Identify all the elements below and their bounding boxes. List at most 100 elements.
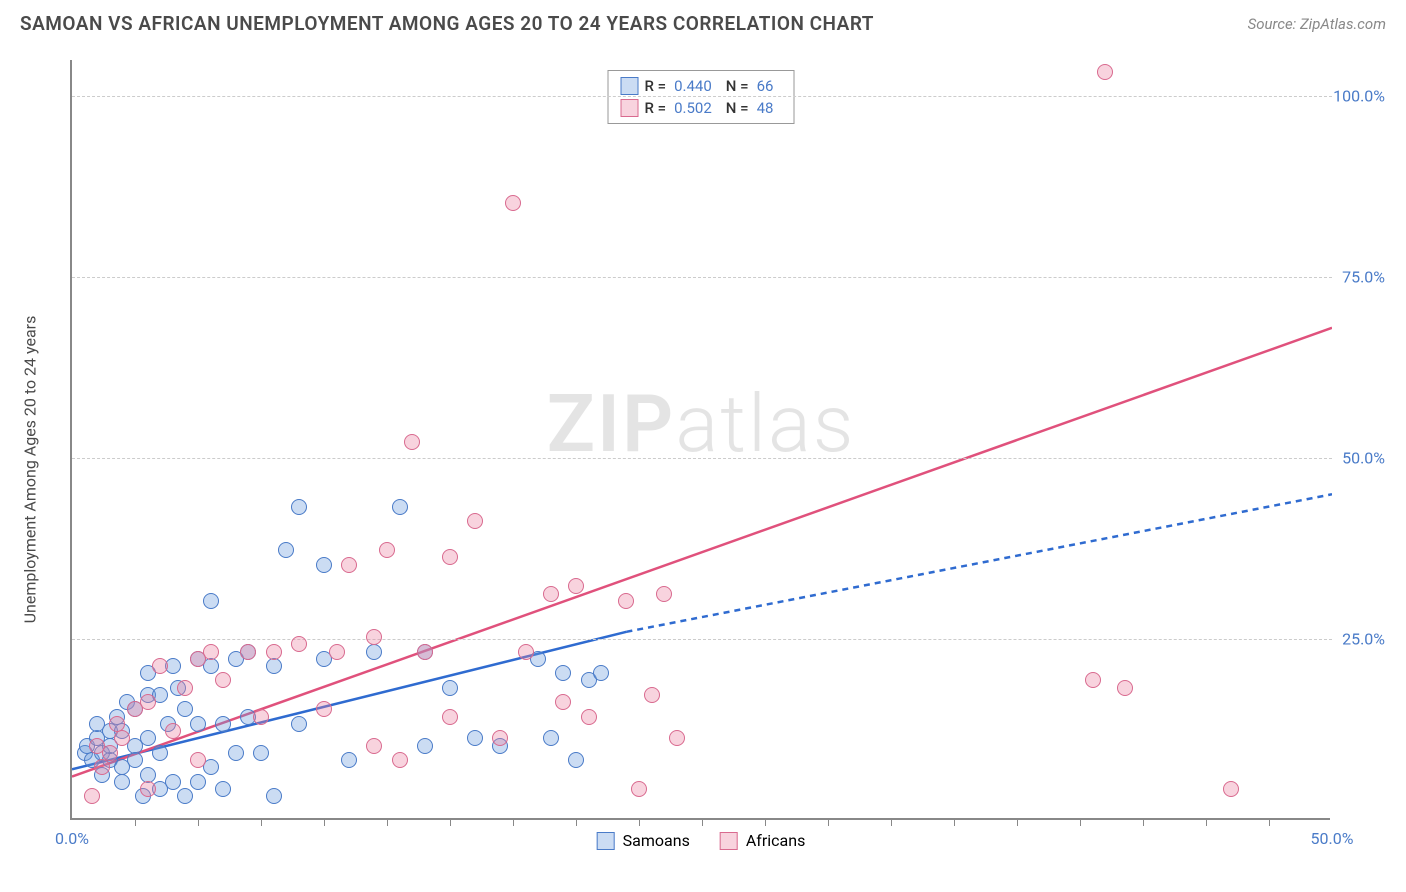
gridline-h (72, 277, 1332, 278)
scatter-point (177, 788, 193, 804)
scatter-point (203, 644, 219, 660)
gridline-h (72, 639, 1332, 640)
scatter-point (467, 513, 483, 529)
stat-r-label: R = (645, 99, 667, 117)
scatter-point (631, 781, 647, 797)
scatter-point (266, 644, 282, 660)
scatter-point (165, 723, 181, 739)
stat-n-label: N = (726, 77, 749, 95)
legend-series-item: Africans (720, 831, 805, 850)
watermark-light: atlas (675, 377, 855, 471)
xtick-mark (513, 818, 514, 826)
scatter-point (669, 730, 685, 746)
scatter-point (140, 781, 156, 797)
scatter-point (316, 701, 332, 717)
scatter-point (392, 499, 408, 515)
scatter-point (1223, 781, 1239, 797)
scatter-point (555, 694, 571, 710)
scatter-point (404, 434, 420, 450)
scatter-point (417, 738, 433, 754)
legend-series-label: Samoans (623, 831, 690, 850)
xtick-mark (198, 818, 199, 826)
legend-series: Samoans Africans (597, 831, 806, 850)
ytick-label: 25.0% (1342, 630, 1385, 649)
stat-r-label: R = (645, 77, 667, 95)
xtick-mark (639, 818, 640, 826)
scatter-point (505, 195, 521, 211)
scatter-point (442, 680, 458, 696)
scatter-point (329, 644, 345, 660)
scatter-point (291, 499, 307, 515)
scatter-point (215, 781, 231, 797)
scatter-point (203, 593, 219, 609)
legend-swatch (621, 77, 639, 95)
scatter-point (177, 680, 193, 696)
legend-stats-row: R =0.440N =66 (621, 75, 782, 97)
stat-n-value: 66 (757, 77, 774, 95)
scatter-point (644, 687, 660, 703)
plot-area: ZIPatlas R =0.440N =66R =0.502N =48 Samo… (70, 60, 1330, 820)
stat-n-label: N = (726, 99, 749, 117)
xtick-mark (1143, 818, 1144, 826)
xtick-label: 50.0% (1311, 829, 1354, 848)
scatter-point (442, 549, 458, 565)
chart-title: SAMOAN VS AFRICAN UNEMPLOYMENT AMONG AGE… (20, 12, 874, 35)
scatter-point (568, 752, 584, 768)
scatter-point (152, 658, 168, 674)
legend-series-item: Samoans (597, 831, 690, 850)
trend-lines-svg (72, 60, 1332, 820)
watermark-bold: ZIP (547, 377, 676, 471)
xtick-mark (891, 818, 892, 826)
scatter-point (140, 694, 156, 710)
gridline-h (72, 96, 1332, 97)
scatter-point (341, 752, 357, 768)
ytick-label: 100.0% (1333, 87, 1385, 106)
scatter-point (442, 709, 458, 725)
xtick-mark (450, 818, 451, 826)
scatter-point (316, 557, 332, 573)
scatter-point (152, 745, 168, 761)
stat-n-value: 48 (757, 99, 774, 117)
scatter-point (102, 745, 118, 761)
scatter-point (366, 644, 382, 660)
scatter-point (266, 788, 282, 804)
xtick-mark (576, 818, 577, 826)
xtick-label: 0.0% (55, 829, 89, 848)
scatter-point (555, 665, 571, 681)
legend-swatch (720, 832, 738, 850)
scatter-point (1117, 680, 1133, 696)
xtick-mark (324, 818, 325, 826)
scatter-point (543, 730, 559, 746)
scatter-point (543, 586, 559, 602)
scatter-point (253, 745, 269, 761)
xtick-mark (765, 818, 766, 826)
legend-stats-row: R =0.502N =48 (621, 97, 782, 119)
xtick-mark (135, 818, 136, 826)
scatter-point (215, 672, 231, 688)
xtick-mark (1017, 818, 1018, 826)
scatter-point (492, 730, 508, 746)
scatter-point (581, 709, 597, 725)
scatter-point (392, 752, 408, 768)
xtick-mark (1080, 818, 1081, 826)
scatter-point (140, 730, 156, 746)
ytick-label: 50.0% (1342, 449, 1385, 468)
scatter-point (366, 738, 382, 754)
scatter-point (291, 716, 307, 732)
scatter-point (518, 644, 534, 660)
scatter-point (94, 759, 110, 775)
scatter-point (240, 644, 256, 660)
scatter-point (266, 658, 282, 674)
xtick-mark (261, 818, 262, 826)
scatter-point (618, 593, 634, 609)
scatter-point (114, 774, 130, 790)
watermark: ZIPatlas (547, 377, 856, 471)
scatter-point (228, 745, 244, 761)
scatter-point (417, 644, 433, 660)
scatter-point (379, 542, 395, 558)
xtick-mark (828, 818, 829, 826)
scatter-point (190, 774, 206, 790)
scatter-point (84, 788, 100, 804)
scatter-point (165, 774, 181, 790)
scatter-point (127, 752, 143, 768)
